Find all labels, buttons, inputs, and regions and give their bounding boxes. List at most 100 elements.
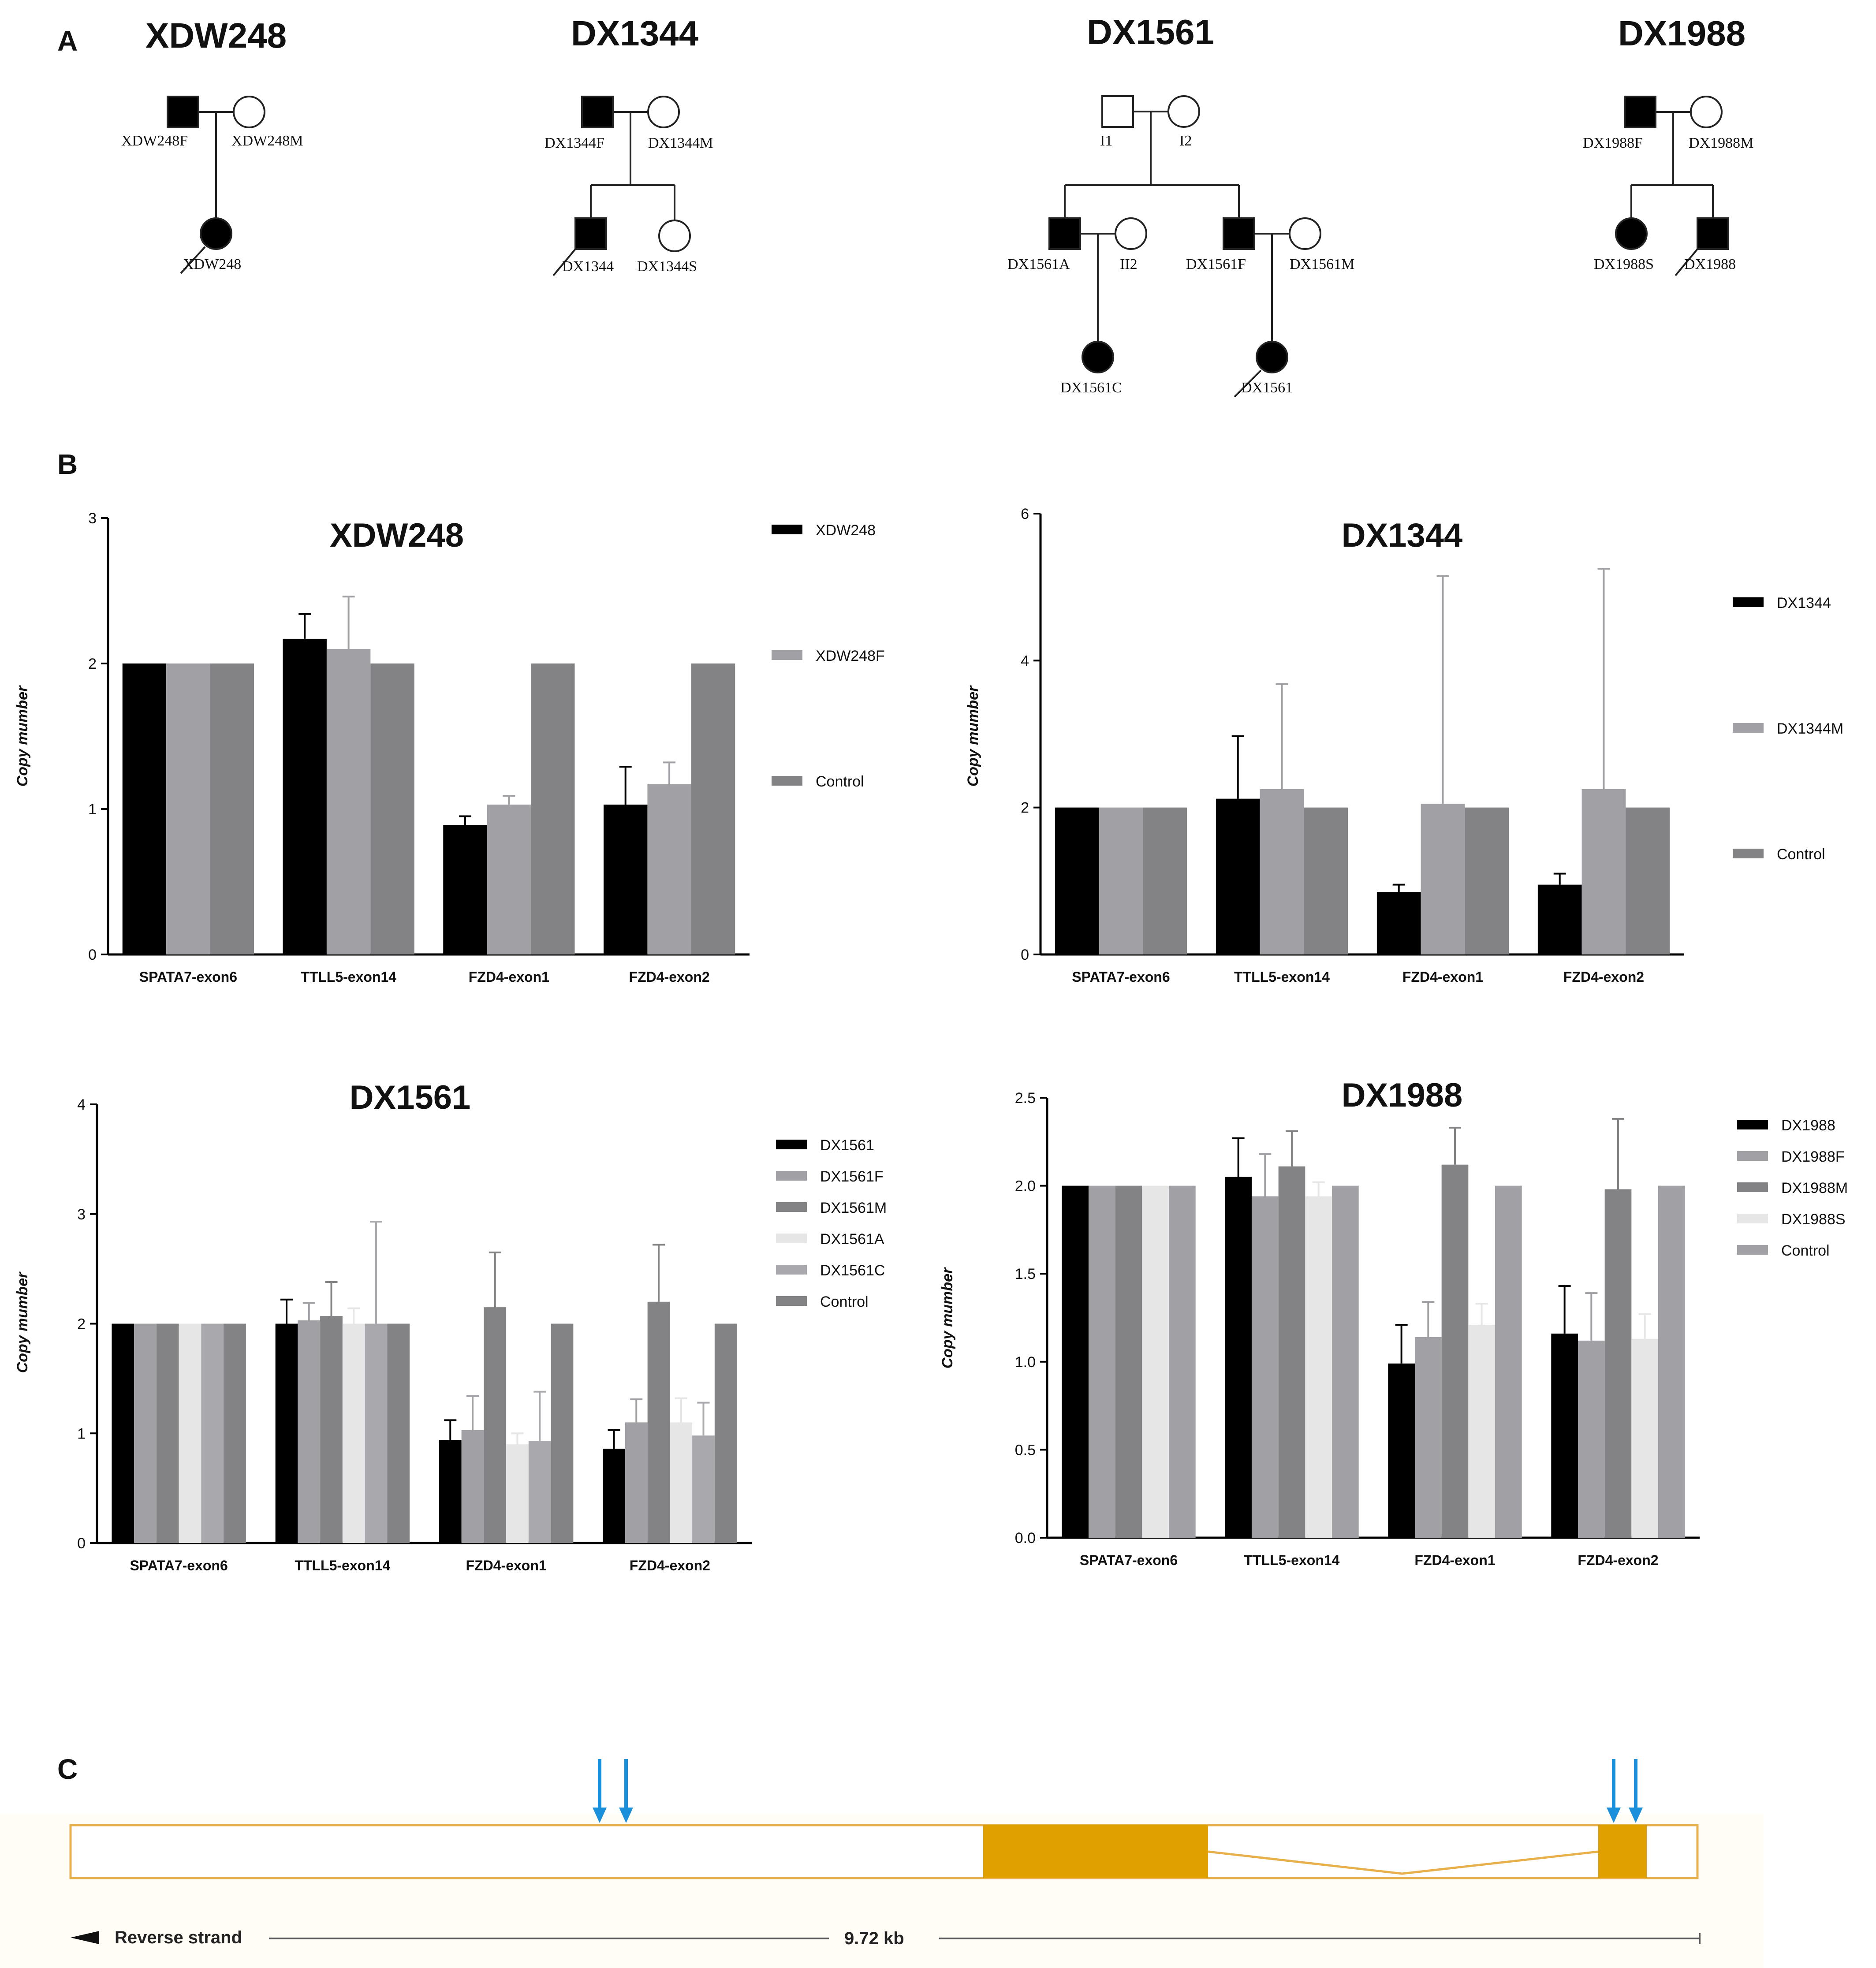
legend-swatch	[1737, 1182, 1768, 1192]
panel-label-a: A	[57, 25, 78, 57]
bar	[387, 1323, 410, 1543]
legend-swatch	[1737, 1214, 1768, 1223]
legend-label: Control	[820, 1293, 869, 1310]
bar	[283, 638, 327, 954]
chart-dx1988: DX1988 Copy mumber 0.0 0.5 1.0 1.5 2.0 2.5 SPATA…	[939, 1077, 1848, 1568]
arrow-head	[1607, 1808, 1621, 1823]
bar	[1578, 1340, 1605, 1538]
member-label: DX1561F	[1186, 256, 1246, 272]
bar	[326, 649, 371, 954]
chart-title: DX1344	[1342, 517, 1463, 554]
bar	[179, 1323, 201, 1543]
variant-arrows-right	[1607, 1759, 1643, 1823]
legend-label: XDW248	[816, 522, 876, 539]
member-label: XDW248	[183, 256, 241, 272]
bar	[1062, 1185, 1089, 1538]
arrow-head	[619, 1808, 633, 1823]
exon-block	[983, 1825, 1208, 1878]
y-tick-label: 2	[77, 1316, 86, 1333]
bar	[1626, 807, 1670, 954]
bar	[342, 1323, 365, 1543]
affected-male-proband	[574, 217, 607, 250]
bar	[1468, 1324, 1496, 1538]
bar	[603, 805, 648, 954]
category-label: FZD4-exon2	[629, 969, 710, 985]
bar	[461, 1430, 484, 1543]
y-axis-label: Copy mumber	[965, 685, 981, 786]
bar	[531, 663, 575, 954]
bar	[443, 825, 487, 954]
bar	[625, 1422, 648, 1543]
legend-label: XDW248F	[816, 648, 885, 664]
legend-swatch	[776, 1202, 807, 1212]
legend-swatch	[1737, 1151, 1768, 1161]
affected-female-dx1561c	[1082, 341, 1114, 373]
bar	[1332, 1185, 1359, 1538]
unaffected-female-sister	[658, 220, 691, 252]
arrow-head	[593, 1808, 607, 1823]
affected-male-father	[581, 96, 614, 128]
category-label: TTLL5-exon14	[301, 969, 396, 985]
pedigree-title-xdw248: XDW248	[145, 16, 287, 55]
member-label: DX1561	[1241, 380, 1293, 396]
unaffected-male-i1	[1101, 95, 1134, 128]
y-tick-label: 0	[1021, 947, 1029, 963]
pedigree-title-dx1561: DX1561	[1087, 12, 1214, 52]
y-tick-label: 4	[77, 1096, 86, 1113]
affected-male-dx1561a	[1048, 217, 1081, 250]
y-tick-label: 0	[77, 1535, 86, 1552]
chart-title: XDW248	[330, 517, 464, 554]
bar	[1260, 789, 1304, 954]
bar	[1495, 1185, 1522, 1538]
bar	[166, 663, 210, 954]
member-label: XDW248F	[121, 133, 188, 149]
category-label: FZD4-exon1	[1414, 1552, 1495, 1568]
bar	[112, 1323, 134, 1543]
legend-swatch	[1733, 597, 1764, 607]
bar	[1304, 807, 1348, 954]
chart-title: DX1561	[350, 1079, 471, 1116]
pedigree-dx1561: DX1561 I1 I2 DX1561A II2 DX1561F DX1561M…	[1007, 12, 1354, 398]
bar	[298, 1320, 321, 1543]
bar	[691, 663, 735, 954]
affected-male-father	[167, 96, 199, 128]
member-label: DX1561C	[1060, 380, 1122, 396]
affected-female-proband	[200, 217, 232, 250]
category-label: SPATA7-exon6	[130, 1558, 228, 1573]
member-label: DX1344M	[648, 135, 713, 151]
member-label: DX1344	[562, 258, 614, 275]
category-label: FZD4-exon2	[1563, 969, 1644, 985]
bar	[365, 1323, 388, 1543]
legend-label: Control	[1781, 1242, 1830, 1259]
legend-label: DX1561	[820, 1137, 874, 1154]
proband-arrow	[1234, 369, 1262, 398]
bar	[1216, 798, 1260, 954]
bar	[528, 1441, 551, 1543]
category-label: FZD4-exon1	[469, 969, 549, 985]
intron-line	[1208, 1850, 1599, 1875]
legend-swatch	[776, 1234, 807, 1243]
bar	[506, 1444, 529, 1543]
bar	[1115, 1185, 1142, 1538]
bar	[1421, 804, 1465, 954]
bar	[484, 1307, 507, 1543]
legend-swatch	[1733, 849, 1764, 858]
y-tick-label: 0.0	[1015, 1530, 1036, 1547]
category-label: SPATA7-exon6	[1072, 969, 1170, 985]
chart-xdw248: XDW248 Copy mumber 0 1 2 3 SPATA7-exon6 TTLL5-e…	[14, 510, 885, 985]
category-label: FZD4-exon2	[630, 1558, 710, 1573]
member-label: DX1344F	[545, 135, 604, 151]
pedigree-dx1344: DX1344 DX1344F DX1344M DX1344 DX1344S	[545, 14, 713, 276]
bar	[156, 1323, 179, 1543]
legend-swatch	[776, 1296, 807, 1306]
member-label: DX1344S	[637, 258, 697, 275]
y-axis-label: Copy mumber	[14, 685, 31, 786]
proband-arrow	[180, 246, 206, 274]
bar	[647, 784, 691, 954]
affected-male-father	[1624, 96, 1656, 128]
bar	[134, 1323, 157, 1543]
y-axis-label: Copy mumber	[939, 1267, 956, 1368]
bar	[1537, 884, 1582, 954]
